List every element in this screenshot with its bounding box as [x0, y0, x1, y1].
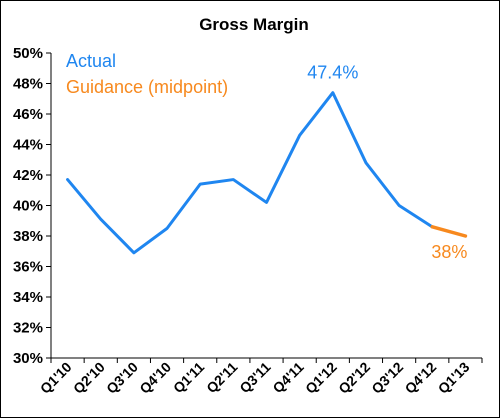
x-tick-label: Q2'10: [70, 359, 108, 397]
data-label: 38%: [431, 242, 467, 262]
y-tick-label: 46%: [13, 106, 43, 123]
x-tick-label: Q3'12: [368, 359, 406, 397]
legend: Actual Guidance (midpoint): [66, 51, 228, 97]
series-line-actual: [66, 91, 434, 255]
x-tick-label: Q4'11: [269, 359, 306, 396]
y-tick-label: 40%: [13, 198, 43, 215]
axes: [46, 52, 483, 363]
x-tick-label: Q1'13: [435, 359, 473, 397]
y-tick-label: 44%: [13, 137, 43, 154]
y-tick-label: 38%: [13, 228, 43, 245]
y-tick-label: 36%: [13, 259, 43, 276]
x-tick-label: Q2'12: [335, 359, 373, 397]
annotations: 47.4% 38%: [307, 63, 467, 262]
series-lines: [66, 91, 468, 255]
x-tick-label: Q1'11: [170, 359, 207, 396]
x-tick-label: Q3'11: [236, 359, 273, 396]
y-tick-label: 34%: [13, 289, 43, 306]
y-tick-label: 32%: [13, 320, 43, 337]
x-tick-label: Q4'12: [402, 359, 440, 397]
legend-guidance: Guidance (midpoint): [66, 77, 228, 97]
data-label: 47.4%: [307, 63, 358, 83]
series-line-guidance: [430, 225, 468, 238]
tick-labels: 30%32%34%36%38%40%42%44%46%48%50%Q1'10Q2…: [13, 45, 473, 397]
y-tick-label: 30%: [13, 350, 43, 367]
y-tick-label: 42%: [13, 167, 43, 184]
x-tick-label: Q1'12: [302, 359, 340, 397]
y-tick-label: 50%: [13, 45, 43, 62]
x-tick-label: Q3'10: [103, 359, 141, 397]
x-tick-label: Q2'11: [203, 359, 240, 396]
legend-actual: Actual: [66, 51, 116, 71]
x-tick-label: Q4'10: [136, 359, 174, 397]
chart-title: Gross Margin: [199, 15, 309, 34]
y-tick-label: 48%: [13, 76, 43, 93]
